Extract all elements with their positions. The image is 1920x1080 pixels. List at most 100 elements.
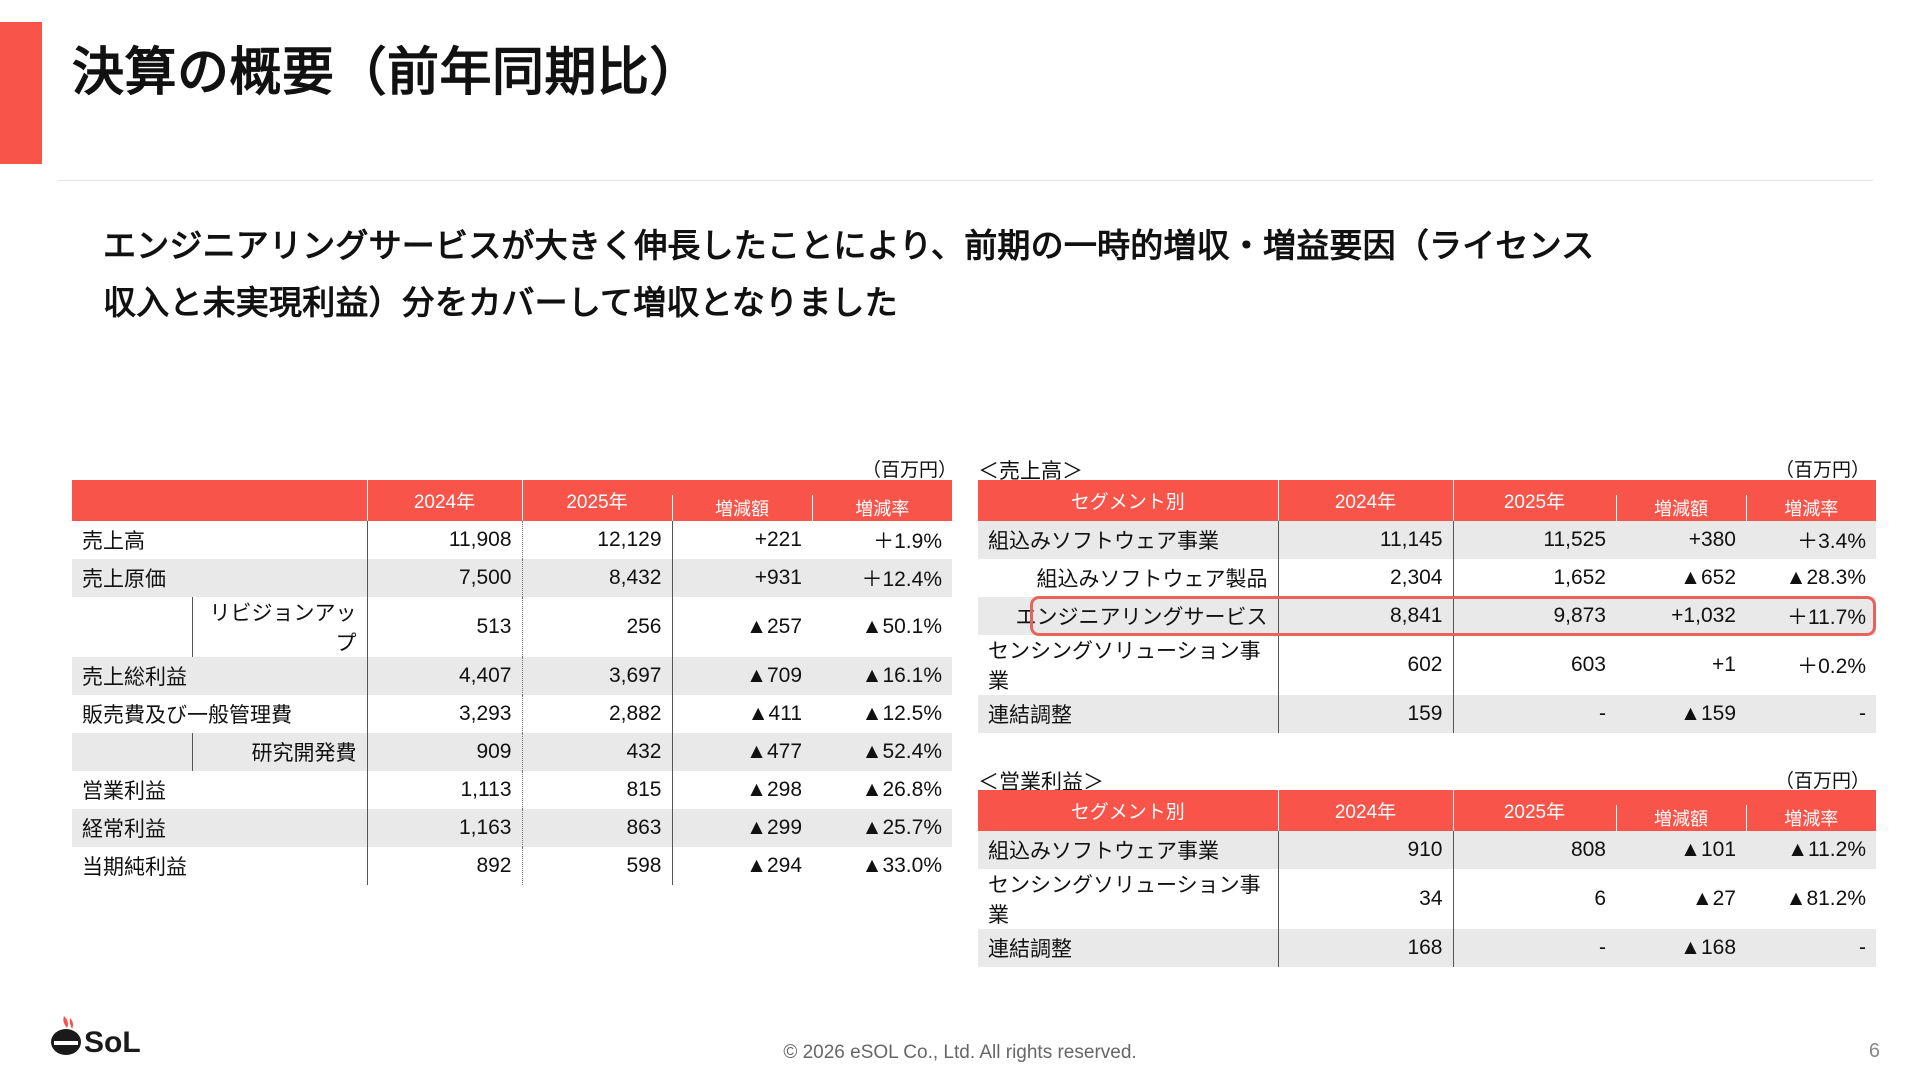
op-header-year-prev: 2024年 xyxy=(1277,790,1453,831)
pl-table-body: 売上高 11,908 12,129 +221 ＋1.9% 売上原価 7,500 8,432 +9… xyxy=(72,521,952,885)
table-row: 組込みソフトウェア事業 11,145 11,525 +380 ＋3.4% xyxy=(978,521,1876,559)
table-row: エンジニアリングサービス 8,841 9,873 +1,032 ＋11.7% xyxy=(978,597,1876,635)
sales-header-row-1: セグメント別 2024年 2025年 xyxy=(978,480,1876,521)
op-header-row-1: セグメント別 2024年 2025年 xyxy=(978,790,1876,831)
pl-row-delta-rate: ＋12.4% xyxy=(812,559,952,597)
sales-row-label: 組込みソフトウェア製品 xyxy=(978,559,1278,597)
table-row: 連結調整 168- ▲168- xyxy=(978,929,1876,967)
op-unit-label: （百万円） xyxy=(1775,771,1871,792)
table-row: 販売費及び一般管理費 3,293 2,882 ▲411 ▲12.5% xyxy=(72,695,952,733)
pl-header-spacer xyxy=(672,480,952,495)
lead-line-1: エンジニアリングサービスが大きく伸長したことにより、前期の一時的増収・増益要因（… xyxy=(103,227,1595,264)
pl-row-value-prev: 1,113 xyxy=(366,771,522,809)
pl-row-value-prev: 3,293 xyxy=(366,695,522,733)
sales-row-delta-rate: ＋11.7% xyxy=(1746,597,1876,635)
op-row-delta-amount: ▲101 xyxy=(1616,831,1746,869)
sales-unit-label: （百万円） xyxy=(1775,460,1871,481)
sales-row-delta-rate: - xyxy=(1746,695,1876,733)
pl-row-delta-rate: ＋1.9% xyxy=(812,521,952,559)
pl-row-value-prev: 11,908 xyxy=(366,521,522,559)
op-table: セグメント別 2024年 2025年 増減額 増減率 組込みソフトウェア事業 91… xyxy=(978,790,1876,967)
pl-row-delta-amount: ▲477 xyxy=(671,733,812,771)
pl-row-value-curr: 12,129 xyxy=(521,521,672,559)
pl-table: 2024年 2025年 増減額 増減率 売上高 11,908 12,129 +221 ＋… xyxy=(72,480,952,885)
sales-row-value-prev: 159 xyxy=(1277,695,1453,733)
pl-row-label: 売上高 xyxy=(72,521,367,559)
pl-header-delta-amount: 増減額 xyxy=(671,495,812,521)
table-row: 売上高 11,908 12,129 +221 ＋1.9% xyxy=(72,521,952,559)
pl-row-delta-rate: ▲52.4% xyxy=(812,733,952,771)
pl-header-delta-rate: 増減率 xyxy=(811,495,952,521)
sales-row-value-prev: 11,145 xyxy=(1277,521,1453,559)
pl-row-delta-amount: ▲411 xyxy=(671,695,812,733)
pl-header-year-curr: 2025年 xyxy=(521,480,672,521)
op-header-delta-amount: 増減額 xyxy=(1615,805,1746,831)
title-accent-bar xyxy=(0,22,42,164)
pl-row-delta-amount: ▲299 xyxy=(671,809,812,847)
op-row-value-curr: 6 xyxy=(1452,869,1616,929)
sales-header-year-curr: 2025年 xyxy=(1452,480,1616,521)
sales-row-value-curr: 1,652 xyxy=(1452,559,1616,597)
pl-row-value-prev: 4,407 xyxy=(366,657,522,695)
op-row-delta-rate: ▲81.2% xyxy=(1746,869,1876,929)
table-row: 研究開発費 909 432 ▲477 ▲52.4% xyxy=(72,733,952,771)
op-row-value-prev: 34 xyxy=(1277,869,1453,929)
pl-row-delta-rate: ▲16.1% xyxy=(812,657,952,695)
pl-row-value-curr: 432 xyxy=(521,733,672,771)
sales-row-value-curr: 9,873 xyxy=(1452,597,1616,635)
page-number: 6 xyxy=(1868,1040,1880,1062)
op-header-year-curr: 2025年 xyxy=(1452,790,1616,831)
sales-row-value-curr: - xyxy=(1452,695,1616,733)
table-row: 連結調整 159- ▲159- xyxy=(978,695,1876,733)
pl-row-delta-amount: +221 xyxy=(671,521,812,559)
pl-row-value-curr: 256 xyxy=(521,597,672,657)
pl-row-delta-rate: ▲50.1% xyxy=(812,597,952,657)
pl-row-label: 売上総利益 xyxy=(72,657,367,695)
pl-row-delta-amount: ▲298 xyxy=(671,771,812,809)
pl-header-year-prev: 2024年 xyxy=(366,480,522,521)
pl-row-value-curr: 2,882 xyxy=(521,695,672,733)
sales-row-delta-amount: +1,032 xyxy=(1616,597,1746,635)
sales-row-label: センシングソリューション事業 xyxy=(978,635,1278,695)
pl-row-label: 販売費及び一般管理費 xyxy=(72,695,367,733)
title-divider xyxy=(58,180,1873,181)
op-row-value-prev: 910 xyxy=(1277,831,1453,869)
sales-header-row-2: 増減額 増減率 xyxy=(978,495,1876,521)
table-row: 組込みソフトウェア事業 910 808 ▲101 ▲11.2% xyxy=(978,831,1876,869)
pl-row-label: 研究開発費 xyxy=(191,733,367,771)
op-table-body: 組込みソフトウェア事業 910 808 ▲101 ▲11.2% センシングソリューション事… xyxy=(978,831,1876,967)
sales-header-segment: セグメント別 xyxy=(978,480,1278,521)
lead-line-2: 収入と未実現利益）分をカバーして増収となりました xyxy=(103,283,898,321)
table-row: 売上総利益 4,407 3,697 ▲709 ▲16.1% xyxy=(72,657,952,695)
pl-row-value-curr: 815 xyxy=(521,771,672,809)
sales-row-delta-amount: ▲652 xyxy=(1616,559,1746,597)
sales-row-value-prev: 2,304 xyxy=(1277,559,1453,597)
pl-row-value-curr: 8,432 xyxy=(521,559,672,597)
sales-header-spacer xyxy=(1616,480,1876,495)
pl-row-value-curr: 3,697 xyxy=(521,657,672,695)
pl-row-delta-amount: ▲257 xyxy=(671,597,812,657)
op-header-row-2: 増減額 増減率 xyxy=(978,805,1876,831)
sales-header-year-prev: 2024年 xyxy=(1277,480,1453,521)
op-row-delta-amount: ▲27 xyxy=(1616,869,1746,929)
op-row-label: 連結調整 xyxy=(978,929,1278,967)
sales-row-delta-amount: +1 xyxy=(1616,635,1746,695)
pl-row-label: 経常利益 xyxy=(72,809,367,847)
sales-header-delta-amount: 増減額 xyxy=(1615,495,1746,521)
pl-row-value-prev: 513 xyxy=(366,597,522,657)
pl-row-value-prev: 7,500 xyxy=(366,559,522,597)
pl-row-value-curr: 863 xyxy=(521,809,672,847)
table-row: センシングソリューション事業 34 6 ▲27 ▲81.2% xyxy=(978,869,1876,929)
op-header-segment: セグメント別 xyxy=(978,790,1278,831)
pl-row-delta-rate: ▲33.0% xyxy=(812,847,952,885)
pl-row-delta-rate: ▲25.7% xyxy=(812,809,952,847)
lead-text: エンジニアリングサービスが大きく伸長したことにより、前期の一時的増収・増益要因（… xyxy=(103,218,1833,332)
pl-row-indent-gap xyxy=(72,733,192,771)
table-row: リビジョンアップ 513 256 ▲257 ▲50.1% xyxy=(72,597,952,657)
sales-row-delta-rate: ▲28.3% xyxy=(1746,559,1876,597)
op-header-delta-rate: 増減率 xyxy=(1745,805,1876,831)
sales-row-value-prev: 8,841 xyxy=(1277,597,1453,635)
sales-row-delta-amount: +380 xyxy=(1616,521,1746,559)
pl-row-value-prev: 909 xyxy=(366,733,522,771)
pl-header-row-1: 2024年 2025年 xyxy=(72,480,952,521)
